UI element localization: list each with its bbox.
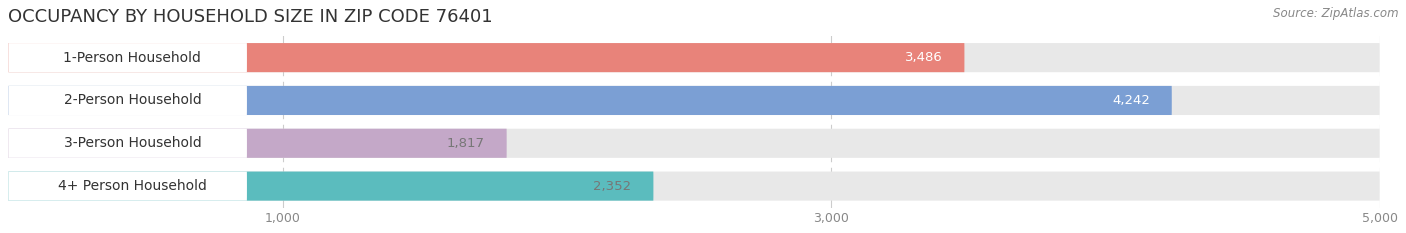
FancyBboxPatch shape (8, 43, 247, 72)
FancyBboxPatch shape (8, 86, 1379, 115)
Text: 2-Person Household: 2-Person Household (63, 93, 201, 107)
Text: OCCUPANCY BY HOUSEHOLD SIZE IN ZIP CODE 76401: OCCUPANCY BY HOUSEHOLD SIZE IN ZIP CODE … (8, 8, 494, 26)
Text: 3,486: 3,486 (904, 51, 942, 64)
FancyBboxPatch shape (8, 43, 965, 72)
Text: 3-Person Household: 3-Person Household (63, 136, 201, 150)
FancyBboxPatch shape (8, 86, 247, 115)
FancyBboxPatch shape (8, 129, 506, 158)
Text: Source: ZipAtlas.com: Source: ZipAtlas.com (1274, 7, 1399, 20)
Text: 1-Person Household: 1-Person Household (63, 51, 201, 65)
FancyBboxPatch shape (8, 129, 1379, 158)
Text: 4,242: 4,242 (1112, 94, 1150, 107)
Text: 1,817: 1,817 (447, 137, 485, 150)
FancyBboxPatch shape (8, 43, 1379, 72)
FancyBboxPatch shape (8, 171, 654, 201)
Text: 4+ Person Household: 4+ Person Household (58, 179, 207, 193)
FancyBboxPatch shape (8, 86, 1171, 115)
Text: 2,352: 2,352 (593, 180, 631, 193)
FancyBboxPatch shape (8, 171, 247, 201)
FancyBboxPatch shape (8, 129, 247, 158)
FancyBboxPatch shape (8, 171, 1379, 201)
